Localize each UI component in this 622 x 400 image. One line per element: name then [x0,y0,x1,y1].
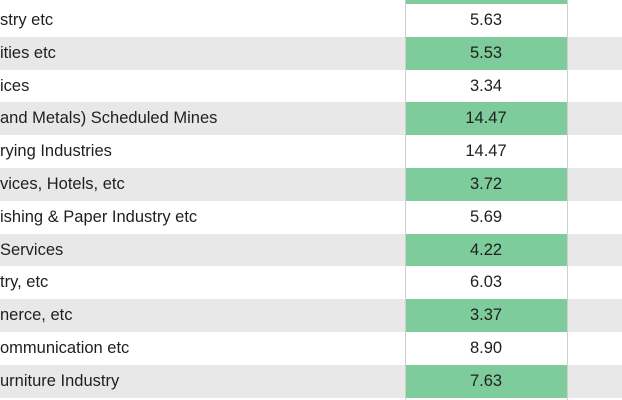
value-cell: 14.47 [405,135,567,168]
header-value-strip [405,0,567,4]
value-cell: 3.34 [405,69,567,103]
industry-name-cell: vices, Hotels, etc [0,175,125,193]
empty-cell [568,168,622,201]
industry-name-cell: try, etc [0,273,49,292]
table-row: ishing & Paper Industry etc 5.69 [0,200,622,234]
industry-name-cell: and Metals) Scheduled Mines [0,109,218,128]
empty-cell [568,4,622,37]
column-divider [567,0,568,400]
empty-cell [568,135,622,168]
industry-name-cell: stry etc [0,11,54,29]
empty-cell [568,233,622,267]
empty-cell [568,364,622,398]
industry-name-cell: ishing & Paper Industry etc [0,207,198,226]
table-row: try, etc 6.03 [0,266,622,300]
empty-cell [568,36,622,70]
value-cell: 4.22 [405,233,567,267]
value-cell: 3.37 [405,299,567,332]
empty-cell [568,200,622,234]
empty-cell [568,266,622,300]
table-row: nerce, etc 3.37 [0,299,622,332]
empty-cell [568,69,622,103]
industry-name-cell: urniture Industry [0,371,120,390]
column-divider [405,0,406,400]
table-row: stry etc 5.63 [0,4,622,37]
table-row: and Metals) Scheduled Mines 14.47 [0,102,622,136]
table-row: Services 4.22 [0,233,622,267]
value-cell: 7.63 [405,364,567,398]
table-row: ices 3.34 [0,69,622,103]
value-cell: 5.69 [405,200,567,234]
industry-name-cell: Services [0,240,64,259]
industry-name-cell: ommunication etc [0,339,130,357]
table-row: vices, Hotels, etc 3.72 [0,168,622,201]
table-row: ommunication etc 8.90 [0,332,622,365]
empty-cell [568,299,622,332]
value-cell: 6.03 [405,266,567,300]
empty-cell [568,332,622,365]
value-cell: 8.90 [405,332,567,365]
value-cell: 5.63 [405,4,567,37]
empty-cell [568,102,622,136]
value-cell: 5.53 [405,36,567,70]
industry-name-cell: ices [0,76,30,95]
table-row: ities etc 5.53 [0,36,622,70]
value-cell: 14.47 [405,102,567,136]
industry-name-cell: nerce, etc [0,306,73,325]
value-cell: 3.72 [405,168,567,201]
table-row: rying Industries 14.47 [0,135,622,168]
industry-name-cell: rying Industries [0,142,112,161]
industry-name-cell: ities etc [0,43,56,62]
table-row: urniture Industry 7.63 [0,364,622,398]
